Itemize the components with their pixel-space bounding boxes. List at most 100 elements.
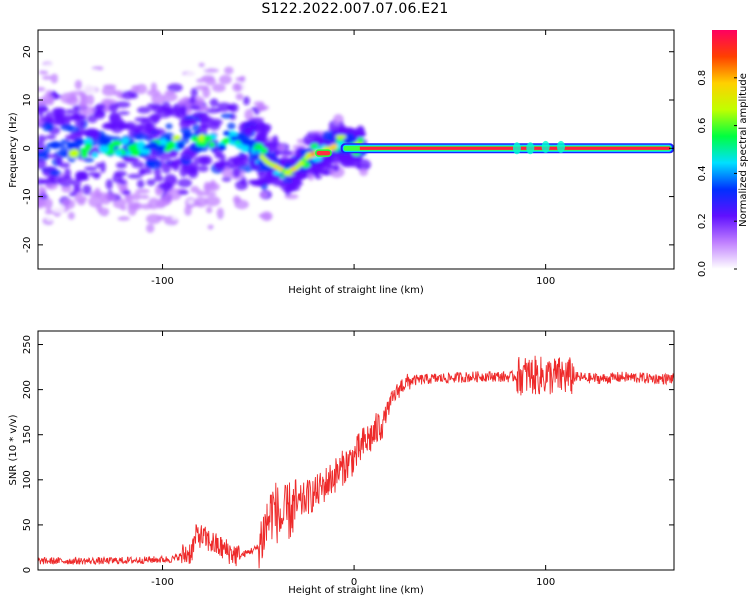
spectral-blob	[259, 128, 267, 139]
spectral-blob	[214, 59, 224, 66]
colorbar-tick-label: 0.0	[697, 261, 708, 277]
ridge-segment	[315, 149, 332, 157]
spectral-blob	[180, 149, 196, 161]
spectral-blob	[235, 77, 244, 82]
spectral-blob	[182, 223, 199, 234]
x-tick-label: -100	[151, 276, 174, 287]
spectral-blob	[118, 180, 127, 185]
spectral-blob	[131, 192, 142, 201]
ridge-blob	[159, 138, 168, 146]
spectral-blob	[153, 244, 163, 250]
spectral-blob	[221, 176, 232, 182]
snr-x-axis-label: Height of straight line (km)	[288, 585, 424, 596]
chart-title: S122.2022.007.07.06.E21	[261, 1, 449, 17]
spectral-blob	[123, 155, 140, 164]
spectral-blob	[190, 87, 198, 98]
spectral-blob	[38, 87, 46, 92]
spectral-blob	[243, 96, 250, 106]
spectral-blob	[203, 68, 220, 73]
spectral-blob	[234, 197, 242, 203]
spectral-blob	[130, 123, 144, 132]
spectral-blob	[140, 236, 149, 249]
ridge-blob	[66, 141, 78, 149]
spectral-blob	[193, 156, 207, 165]
spectral-blob	[60, 123, 74, 131]
spectral-blob	[206, 206, 213, 214]
spectral-blob	[147, 114, 162, 122]
spectral-blob	[164, 192, 173, 200]
spectral-blob	[172, 253, 187, 259]
spectral-blob	[38, 141, 45, 151]
spectral-blob	[230, 210, 241, 220]
spectral-blob	[117, 110, 130, 116]
ridge-blob	[111, 140, 122, 147]
ridge-blob	[68, 149, 79, 158]
spectral-blob	[233, 155, 241, 167]
spectral-blob	[235, 93, 244, 101]
colorbar: 0.0 0.2 0.4 0.6 0.8 Normalized spectral ampl…	[697, 30, 749, 277]
spectral-blob	[251, 179, 266, 185]
spectral-blob	[189, 96, 196, 105]
spectral-blob	[119, 30, 130, 36]
spectral-blob	[121, 90, 135, 100]
y-tick-label: -20	[22, 237, 33, 253]
y-tick-label: -10	[22, 188, 33, 204]
spectral-blob	[204, 196, 221, 207]
spectral-blob	[303, 135, 312, 146]
spectral-blob	[96, 239, 113, 250]
spectral-blob	[145, 60, 156, 72]
ridge-blob	[217, 144, 227, 151]
spectral-blob	[95, 103, 106, 110]
y-tick-label: 10	[22, 94, 33, 107]
spectral-blob	[174, 50, 182, 62]
spectral-blob	[73, 44, 80, 52]
ridge-blob	[139, 148, 151, 155]
x-tick-label: 0	[351, 577, 357, 588]
snr-panel: -100 0 100 0 50 100 150 200 250 Height of strai…	[8, 330, 675, 596]
spectral-blob	[135, 83, 148, 95]
spectral-blob	[61, 185, 73, 193]
spectral-blob	[122, 189, 131, 196]
y-tick-label: 0	[22, 567, 33, 573]
y-tick-label: 150	[22, 425, 33, 444]
spectral-blob	[87, 114, 98, 124]
spectral-blob	[232, 82, 243, 92]
spectral-blob	[175, 40, 187, 51]
ridge-blob	[203, 135, 213, 142]
spectral-blob	[210, 273, 217, 280]
spectral-blob	[150, 82, 158, 92]
spectral-blob	[85, 129, 100, 141]
spectral-blob	[86, 94, 95, 106]
spectral-blob	[49, 169, 62, 177]
spectral-blob	[132, 236, 143, 241]
spectral-blob	[175, 229, 186, 237]
spectral-blob	[38, 251, 46, 259]
spectral-blob	[41, 93, 54, 106]
spectral-blob	[191, 111, 208, 119]
spectral-blob	[244, 109, 254, 121]
colorbar-ticks: 0.0 0.2 0.4 0.6 0.8	[697, 70, 737, 277]
spectral-blob	[165, 123, 173, 130]
spectral-blob	[155, 240, 166, 246]
ridge-blob	[121, 137, 129, 145]
spectral-blob	[66, 108, 73, 115]
spectral-blob	[50, 73, 59, 84]
spectral-blob	[73, 114, 87, 120]
spectral-blob	[157, 182, 174, 190]
spectral-blob	[206, 48, 214, 53]
spectral-blob	[133, 202, 140, 210]
ridge-blob	[79, 147, 91, 153]
spectral-blob	[55, 156, 63, 166]
spectral-blob	[50, 174, 61, 185]
colorbar-gradient	[712, 30, 737, 269]
spectral-blob	[284, 185, 292, 196]
spectral-blob	[69, 91, 86, 96]
ridge-blob	[357, 137, 364, 144]
spectral-blob	[277, 144, 286, 152]
spectral-blob	[182, 130, 192, 139]
spectral-blob	[133, 61, 148, 71]
spectral-blob	[222, 38, 233, 47]
ridge-blob	[85, 142, 92, 149]
spectral-blob	[150, 104, 167, 113]
